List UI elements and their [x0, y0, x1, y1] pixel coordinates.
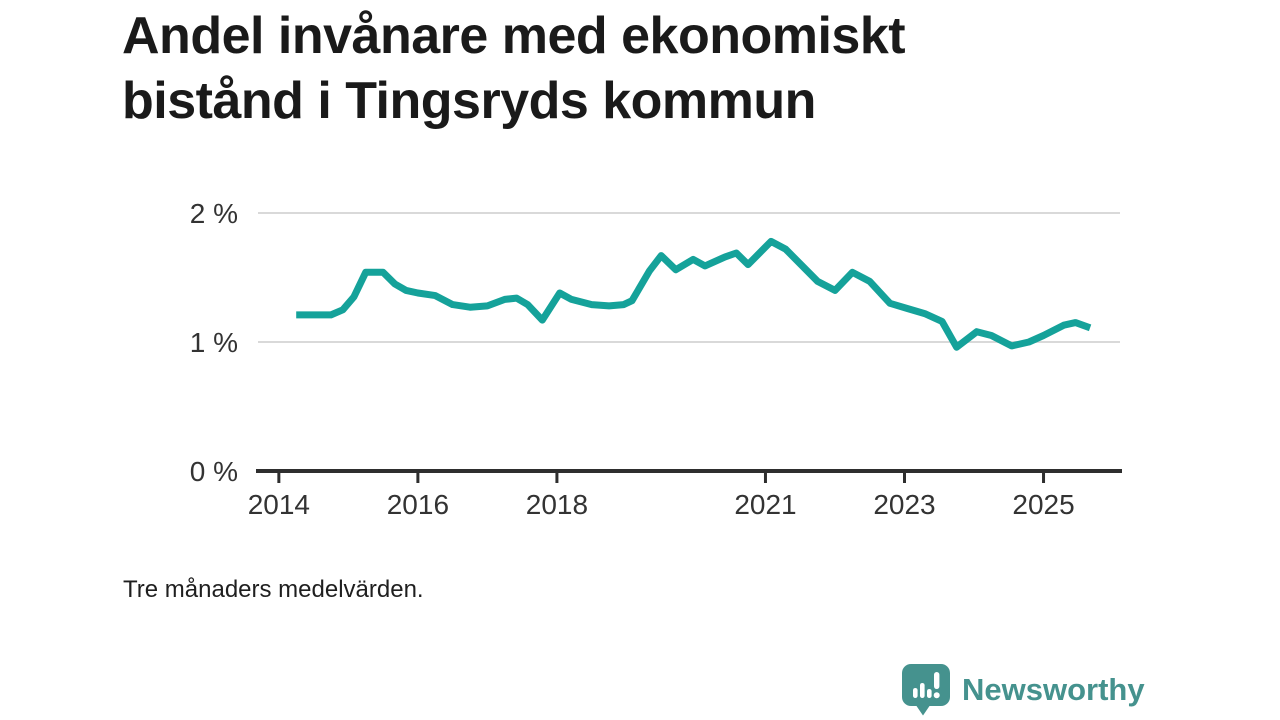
newsworthy-logo: Newsworthy	[901, 663, 1145, 717]
chart-title-line1: Andel invånare med ekonomiskt	[122, 7, 906, 65]
x-tick-label: 2014	[248, 489, 310, 520]
newsworthy-speech-bubble-bar-chart-icon	[902, 664, 950, 716]
y-tick-label: 1 %	[190, 327, 238, 358]
data-line	[296, 237, 1092, 351]
x-tick-label: 2023	[873, 489, 935, 520]
x-tick-label: 2021	[734, 489, 796, 520]
x-tick-label: 2016	[387, 489, 449, 520]
x-tick-label: 2025	[1012, 489, 1074, 520]
newsworthy-logo-text: Newsworthy	[962, 672, 1145, 707]
x-tick-label: 2018	[526, 489, 588, 520]
y-tick-label: 2 %	[190, 198, 238, 229]
y-tick-label: 0 %	[190, 456, 238, 487]
chart-footnote: Tre månaders medelvärden.	[123, 576, 424, 603]
chart-title: Andel invånare med ekonomiskt bistånd i …	[122, 4, 1022, 134]
chart-title-line2: bistånd i Tingsryds kommun	[122, 72, 816, 130]
